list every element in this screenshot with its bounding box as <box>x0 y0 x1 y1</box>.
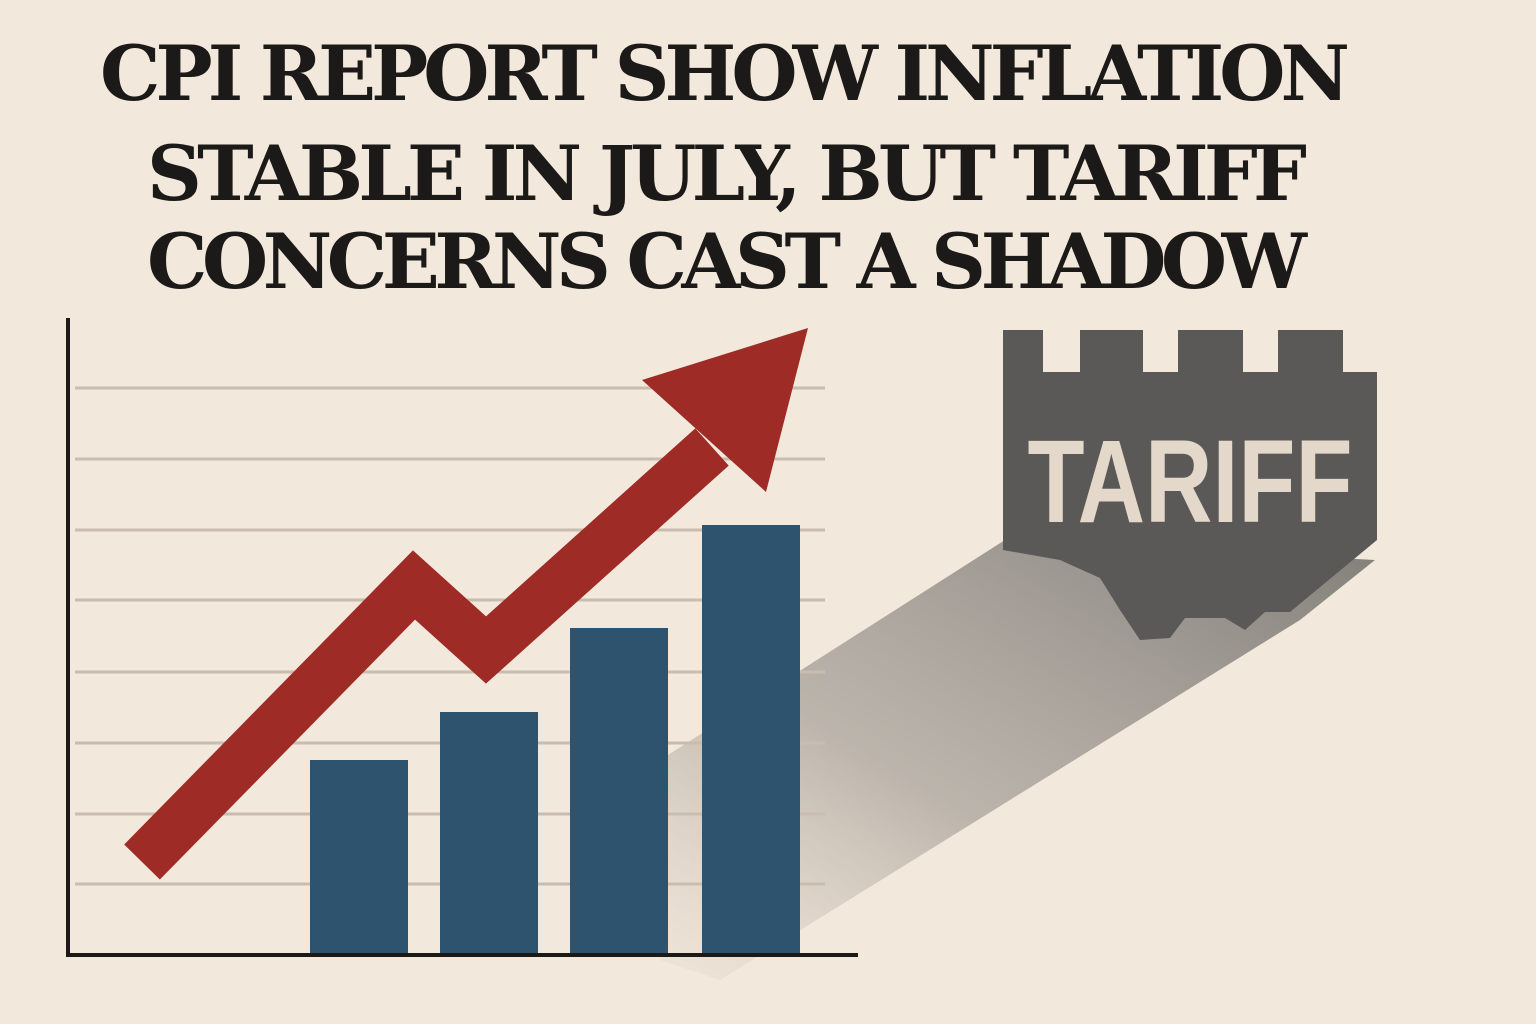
trend-arrow <box>124 328 808 880</box>
bar <box>440 712 538 955</box>
bar <box>570 628 668 955</box>
shadow <box>660 540 1375 980</box>
headline-line: STABLE IN JULY, BUT TARIFF <box>147 129 1307 218</box>
tariff-sign <box>1003 330 1377 640</box>
sign-label: TARIFF <box>1028 416 1353 548</box>
headline-line: CONCERNS CAST A SHADOW <box>147 217 1309 306</box>
headline-line: CPI REPORT SHOW INFLATION <box>100 29 1350 118</box>
bar <box>702 525 800 955</box>
bars <box>310 525 800 955</box>
bar <box>310 760 408 955</box>
arrow-shaft <box>124 428 729 880</box>
arrow-head <box>642 328 808 492</box>
